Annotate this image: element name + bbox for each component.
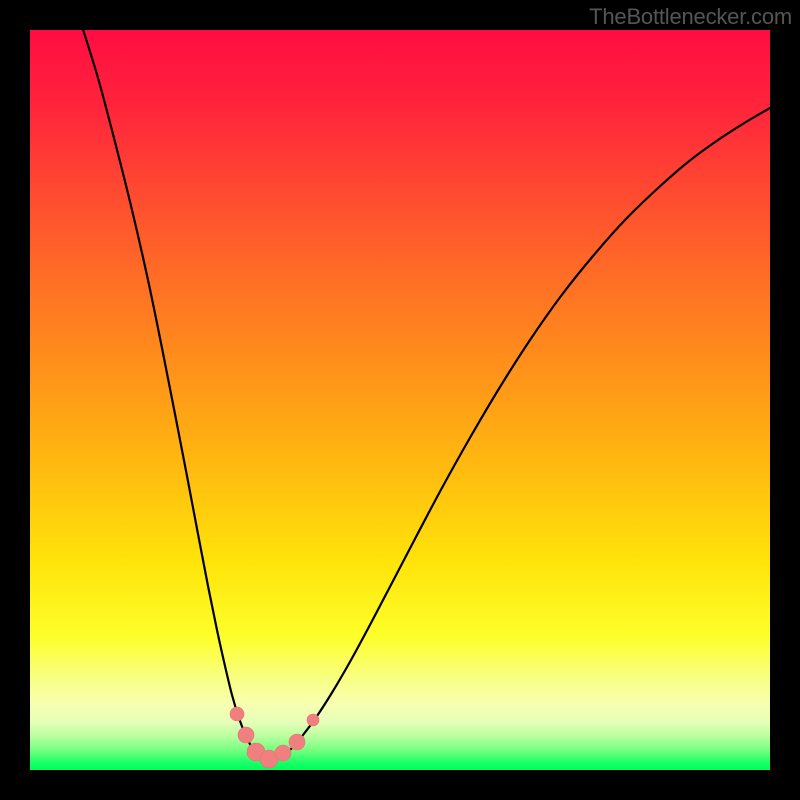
highlight-marker [275,745,291,761]
highlight-marker [238,727,254,743]
plot-gradient-area [30,30,770,770]
chart-container: TheBottlenecker.com [0,0,800,800]
highlight-marker [230,707,244,721]
highlight-marker [289,734,305,750]
highlight-marker [307,714,319,726]
bottleneck-chart [0,0,800,800]
